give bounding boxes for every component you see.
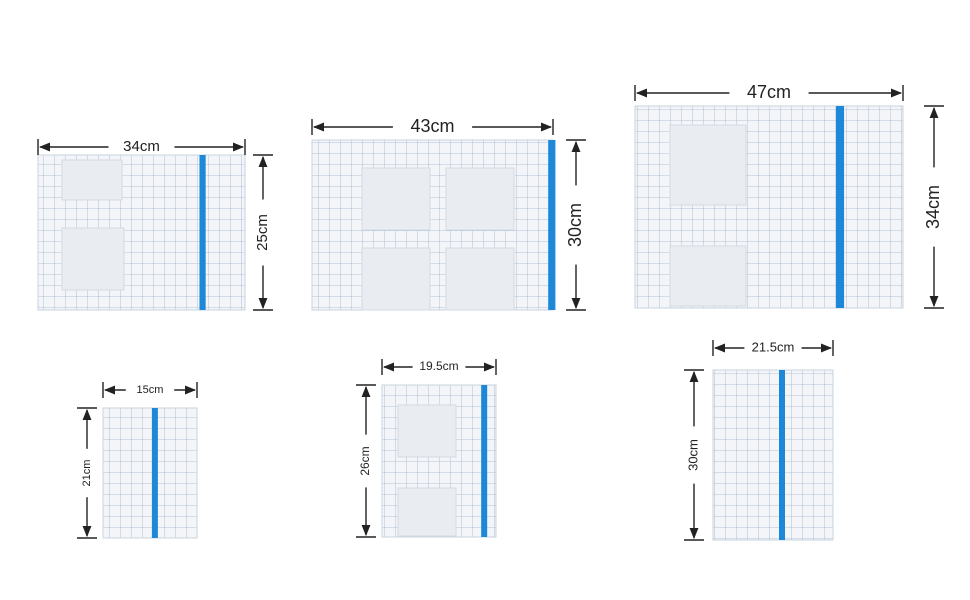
instruction-panel	[445, 167, 515, 231]
sheet	[311, 139, 556, 311]
instruction-panel	[669, 245, 747, 307]
sheet	[37, 154, 246, 311]
instruction-panel	[61, 159, 123, 201]
sheet	[381, 384, 497, 538]
height-label: 26cm	[358, 446, 372, 475]
instruction-panel	[397, 487, 457, 537]
instruction-panel	[361, 167, 431, 231]
ruler-strip	[481, 385, 488, 537]
ruler-strip	[836, 106, 845, 308]
sheet-body	[311, 139, 554, 311]
width-label: 15cm	[137, 384, 164, 396]
instruction-panel	[397, 404, 457, 458]
instruction-panel	[445, 247, 515, 311]
width-label: 19.5cm	[419, 359, 458, 373]
instruction-panel	[61, 227, 125, 291]
height-label: 30cm	[685, 439, 700, 471]
ruler-strip	[548, 140, 556, 310]
width-label: 43cm	[410, 116, 454, 136]
height-label: 25cm	[254, 214, 271, 251]
sheet	[712, 369, 834, 541]
width-label: 34cm	[123, 138, 160, 155]
width-label: 47cm	[747, 82, 791, 102]
sheet	[634, 105, 904, 309]
height-label: 30cm	[565, 203, 585, 247]
height-label: 21cm	[81, 460, 93, 487]
sheet-body	[102, 407, 198, 539]
height-label: 34cm	[923, 185, 943, 229]
width-label: 21.5cm	[752, 339, 795, 354]
ruler-strip	[779, 370, 785, 540]
sheet-body	[712, 369, 834, 541]
sheet	[102, 407, 198, 539]
instruction-panel	[361, 247, 431, 311]
ruler-strip	[199, 155, 206, 310]
ruler-strip	[151, 408, 158, 538]
instruction-panel	[669, 124, 747, 206]
